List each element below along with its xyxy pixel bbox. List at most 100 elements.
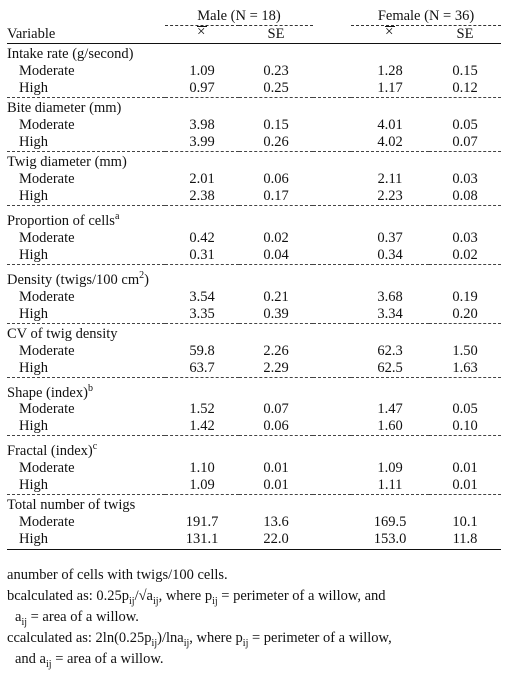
section-header-row: Shape (index)b (7, 376, 501, 402)
row-label: High (19, 188, 48, 204)
section-header-row: Intake rate (g/second) (7, 44, 501, 64)
spacer-cell (313, 134, 351, 152)
female-se-cell: 0.05 (452, 401, 478, 418)
table-row: Moderate 1.09 0.23 1.28 0.15 (7, 63, 501, 80)
female-mean-cell: 0.34 (377, 246, 403, 263)
footnote-a: anumber of cells with twigs/100 cells. (7, 567, 228, 583)
spacer-cell (313, 230, 351, 247)
spacer-cell (313, 306, 351, 324)
table-row: Moderate 1.52 0.07 1.47 0.05 (7, 401, 501, 418)
spacer-cell (313, 171, 351, 188)
section-header-row: Proportion of cellsa (7, 204, 501, 230)
female-mean-cell: 3.68 (377, 288, 403, 305)
male-se-cell: 0.04 (263, 246, 289, 263)
male-se-cell: 22.0 (239, 531, 313, 551)
row-label: Moderate (19, 514, 75, 531)
female-se-cell: 0.15 (452, 63, 478, 79)
female-mean-cell: 1.17 (377, 80, 403, 96)
male-se-cell: 0.01 (263, 460, 289, 477)
female-mean-cell: 1.47 (377, 401, 403, 418)
group-header-row: Male (N = 18) Female (N = 36) (7, 8, 501, 26)
spacer-cell (313, 117, 351, 134)
footnote-c-line1: ccalculated as: 2ln(0.25pij)/lnaij, wher… (7, 630, 392, 649)
male-mean-cell: 1.10 (189, 460, 215, 477)
male-mean-cell: 2.38 (189, 188, 215, 204)
male-se-cell: 0.39 (263, 305, 289, 322)
spacer-cell (313, 514, 351, 531)
row-label: High (19, 80, 48, 96)
section-header-row: Twig diameter (mm) (7, 151, 501, 171)
female-se-cell: 0.19 (452, 288, 478, 305)
spacer-cell (313, 460, 351, 477)
table-row: Moderate 2.01 0.06 2.11 0.03 (7, 171, 501, 188)
section-title: Fractal (index)c (7, 435, 501, 461)
table-row: High 3.35 0.39 3.34 0.20 (7, 306, 501, 324)
female-se-cell: 0.07 (452, 134, 478, 150)
column-header-row: Variable SE SE (7, 24, 501, 44)
female-se-cell: 1.63 (452, 359, 478, 376)
stats-table: Male (N = 18) Female (N = 36) Variable S… (7, 8, 501, 551)
table-body: Intake rate (g/second) Moderate 1.09 0.23 1.… (7, 44, 501, 551)
section-header-row: Total number of twigs (7, 494, 501, 515)
section-title: Total number of twigs (7, 494, 501, 515)
section-title: Bite diameter (mm) (7, 97, 501, 117)
male-mean-cell: 63.7 (189, 359, 215, 376)
table-row: High 2.38 0.17 2.23 0.08 (7, 188, 501, 206)
row-label: Moderate (19, 117, 75, 133)
male-se-cell: 0.25 (263, 80, 289, 96)
variable-column-header: Variable (7, 25, 165, 44)
table-row: High 63.7 2.29 62.5 1.63 (7, 360, 501, 378)
table-row: Moderate 1.10 0.01 1.09 0.01 (7, 460, 501, 477)
row-label: High (19, 359, 48, 376)
male-se-cell: 0.17 (263, 188, 289, 204)
table-row: High 0.31 0.04 0.34 0.02 (7, 247, 501, 265)
table-row: Moderate 0.42 0.02 0.37 0.03 (7, 230, 501, 247)
male-mean-cell: 3.35 (189, 305, 215, 322)
male-mean-cell: 1.52 (189, 401, 215, 418)
female-se-cell: 0.01 (452, 477, 478, 494)
footnote-c-line2: and aij = area of a willow. (15, 651, 164, 670)
male-mean-cell: 2.01 (189, 171, 215, 187)
male-mean-cell: 0.97 (189, 80, 215, 96)
section-title: Density (twigs/100 cm2) (7, 263, 501, 289)
spacer-cell (313, 360, 351, 378)
spacer-cell (313, 343, 351, 360)
section-header-row: Density (twigs/100 cm2) (7, 263, 501, 289)
footnote-marker: b (87, 382, 93, 394)
male-se-cell: 0.06 (263, 171, 289, 187)
female-mean-header (351, 24, 429, 44)
section-title: Proportion of cellsa (7, 204, 501, 230)
female-mean-cell: 1.60 (377, 418, 403, 435)
section-header-row: Fractal (index)c (7, 435, 501, 461)
male-se-cell: 2.26 (263, 342, 289, 359)
section-title: CV of twig density (7, 322, 501, 343)
table-row: High 3.99 0.26 4.02 0.07 (7, 134, 501, 152)
male-mean-cell: 131.1 (165, 531, 239, 551)
table-row: Moderate 3.98 0.15 4.01 0.05 (7, 117, 501, 134)
male-mean-cell: 3.98 (189, 117, 215, 133)
row-label: High (7, 531, 165, 551)
male-se-cell: 0.06 (263, 418, 289, 435)
table-row: Moderate 59.8 2.26 62.3 1.50 (7, 343, 501, 360)
row-label: Moderate (19, 63, 75, 79)
row-label: High (19, 418, 48, 435)
male-se-cell: 0.15 (263, 117, 289, 133)
female-mean-cell: 1.28 (377, 63, 403, 79)
female-mean-cell: 153.0 (351, 531, 429, 551)
row-label: High (19, 477, 48, 494)
footnote-b-line1: bcalculated as: 0.25pij/√aij, where pij … (7, 588, 386, 607)
table-row: High 0.97 0.25 1.17 0.12 (7, 80, 501, 98)
male-se-cell: 13.6 (263, 514, 289, 531)
section-title: Shape (index)b (7, 376, 501, 402)
spacer-cell (313, 188, 351, 206)
female-mean-cell: 1.09 (377, 460, 403, 477)
male-se-cell: 0.26 (263, 134, 289, 150)
spacer-cell (313, 477, 351, 495)
male-mean-cell: 3.54 (189, 288, 215, 305)
female-mean-cell: 4.01 (377, 117, 403, 133)
male-mean-cell: 1.09 (189, 477, 215, 494)
row-label: Moderate (19, 171, 75, 187)
male-mean-cell: 3.99 (189, 134, 215, 150)
row-label: Moderate (19, 288, 75, 305)
